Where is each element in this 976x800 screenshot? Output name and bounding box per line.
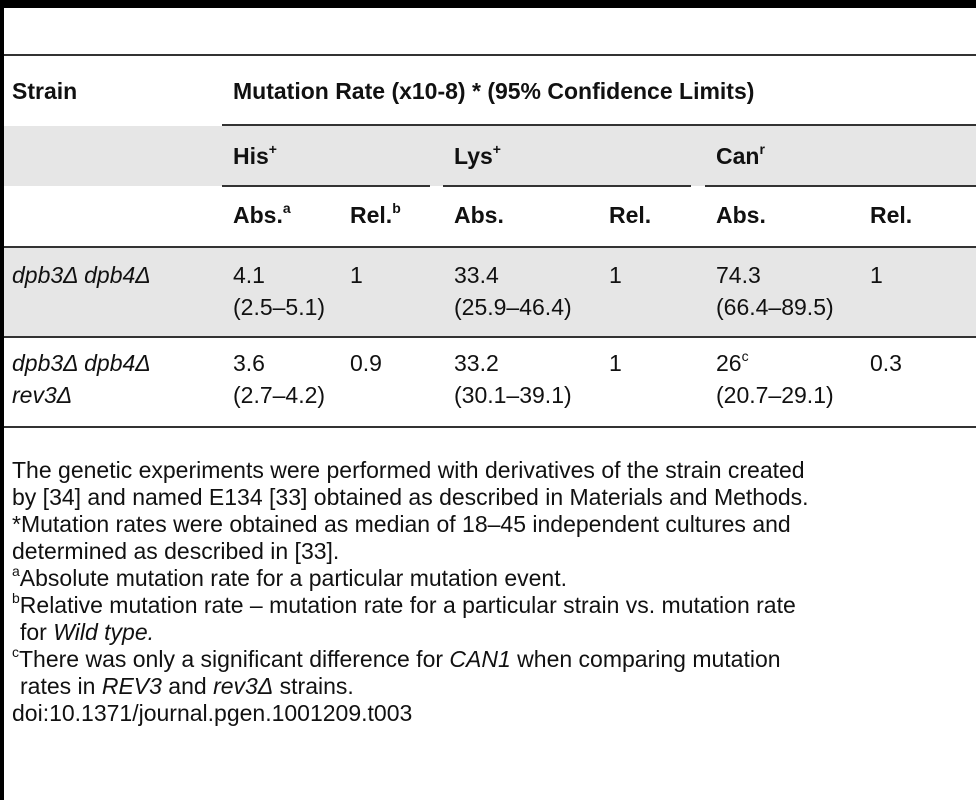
row2-strain-line1: dpb3Δ dpb4Δ [12,350,151,376]
subheader-his-abs: Abs.a [233,200,291,228]
note-line-3: *Mutation rates were obtained as median … [12,511,791,537]
rule-under-subheaders [4,246,976,248]
row2-lys-ci: (30.1–39.1) [454,382,572,408]
subheader-lys-abs: Abs. [454,202,504,228]
subheader-his-rel: Rel.b [350,200,401,228]
row1-his-abs: 4.1 [233,262,265,288]
subheader-can-abs: Abs. [716,202,766,228]
row1-can-rel: 1 [870,262,883,288]
note-line-2: by [34] and named E134 [33] obtained as … [12,484,809,510]
row2-his-rel: 0.9 [350,350,382,376]
rule-under-mutation-rate [222,124,976,126]
row2-his-abs: 3.6 [233,350,265,376]
rule-can-group [705,185,976,187]
row2-his-ci: (2.7–4.2) [233,382,326,408]
subheader-lys-rel: Rel. [609,202,652,228]
row2-can-abs: 26c [716,348,749,376]
group-can: Canr [716,141,765,169]
table-footnotes: The genetic experiments were performed w… [12,457,976,727]
row1-strain: dpb3Δ dpb4Δ [12,262,151,288]
rule-between-rows [4,336,976,338]
footnote-a: aAbsolute mutation rate for a particular… [12,563,567,591]
top-border [0,0,976,8]
row1-lys-abs: 33.4 [454,262,499,288]
rule-top-header [4,54,976,56]
subheader-can-rel: Rel. [870,202,913,228]
footnote-b: bRelative mutation rate – mutation rate … [12,590,796,618]
row-1-band [4,248,976,336]
row1-lys-rel: 1 [609,262,622,288]
rule-his-group [222,185,430,187]
row1-his-ci: (2.5–5.1) [233,294,326,320]
row1-can-abs: 74.3 [716,262,761,288]
row2-lys-abs: 33.2 [454,350,499,376]
note-line-4: determined as described in [33]. [12,538,340,564]
note-line-1: The genetic experiments were performed w… [12,457,805,483]
group-his: His+ [233,141,277,169]
footnote-c: cThere was only a significant difference… [12,644,781,672]
row2-can-rel: 0.3 [870,350,902,376]
doi-link[interactable]: doi:10.1371/journal.pgen.1001209.t003 [12,700,413,726]
footnote-c-cont: rates in REV3 and rev3Δ strains. [20,673,354,699]
header-mutation-rate: Mutation Rate (x10-8) * (95% Confidence … [233,78,755,104]
rule-lys-group [443,185,691,187]
row1-his-rel: 1 [350,262,363,288]
group-header-band [4,126,976,186]
row2-lys-rel: 1 [609,350,622,376]
group-lys: Lys+ [454,141,501,169]
row1-lys-ci: (25.9–46.4) [454,294,572,320]
footnote-b-cont: for Wild type. [20,619,155,645]
row1-can-ci: (66.4–89.5) [716,294,834,320]
row2-strain-line2: rev3Δ [12,382,73,408]
rule-table-bottom [4,426,976,428]
left-border [0,0,4,800]
header-strain: Strain [12,78,78,104]
row2-can-ci: (20.7–29.1) [716,382,834,408]
